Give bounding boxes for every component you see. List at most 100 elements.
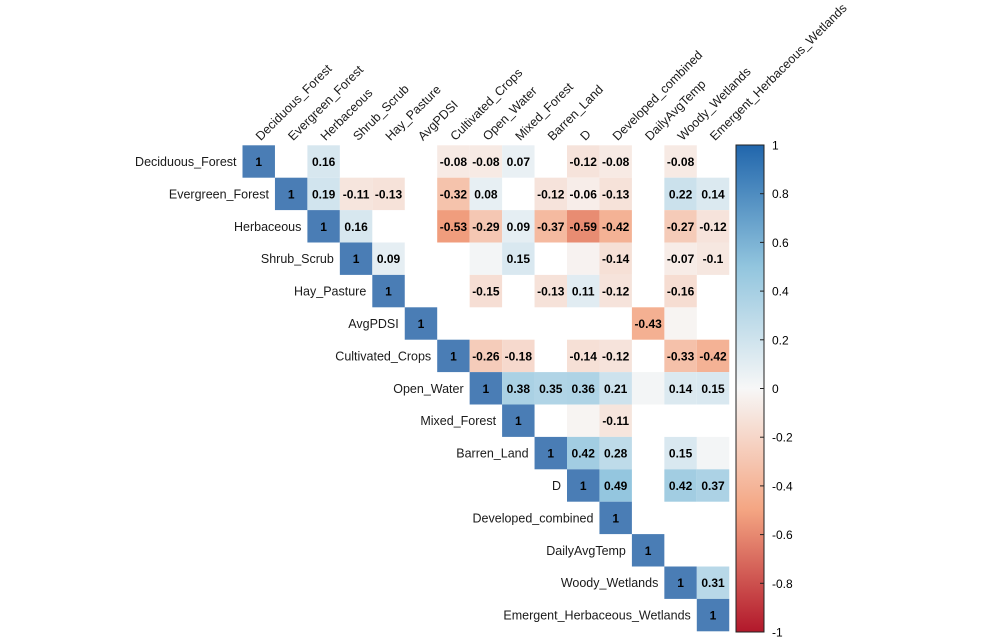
cell-value-label: -0.12 bbox=[537, 187, 565, 201]
heatmap-cell bbox=[502, 404, 535, 437]
cell-value-label: 1 bbox=[580, 479, 587, 493]
row-label: D bbox=[552, 479, 561, 493]
cell-value-label: -0.12 bbox=[570, 155, 598, 169]
heatmap-cell bbox=[469, 177, 503, 211]
cell-value-label: 0.36 bbox=[572, 382, 596, 396]
colorbar-tick-label: -0.6 bbox=[772, 528, 793, 542]
heatmap-cell bbox=[696, 598, 730, 632]
heatmap-cell bbox=[664, 566, 697, 599]
heatmap-cell bbox=[599, 469, 632, 502]
colorbar-tick-label: 0.2 bbox=[772, 333, 789, 347]
cell-value-label: 0.49 bbox=[604, 479, 628, 493]
heatmap-cell bbox=[664, 274, 697, 308]
cell-value-label: 0.37 bbox=[701, 479, 725, 493]
heatmap-cell bbox=[437, 177, 470, 211]
cell-value-label: -0.29 bbox=[472, 220, 500, 234]
heatmap-cell bbox=[567, 339, 600, 373]
heatmap-cell bbox=[599, 242, 632, 275]
row-label: Hay_Pasture bbox=[294, 285, 366, 299]
row-label: Evergreen_Forest bbox=[169, 187, 270, 201]
heatmap-cell bbox=[631, 307, 665, 340]
heatmap-values: 1 0.16 -0.08 -0.08 0.07 -0.12 -0.08 -0.081 0.19-… bbox=[255, 155, 727, 623]
row-label: Open_Water bbox=[393, 382, 463, 396]
heatmap-cell bbox=[696, 177, 730, 211]
heatmap-cell bbox=[372, 177, 405, 211]
heatmap-cell bbox=[567, 274, 600, 308]
cell-value-label: 0.15 bbox=[701, 382, 725, 396]
heatmap-cell bbox=[339, 177, 373, 211]
cell-value-label: 1 bbox=[612, 511, 619, 525]
colorbar-tick-label: 0.8 bbox=[772, 187, 789, 201]
cell-value-label: 0.16 bbox=[344, 220, 368, 234]
cell-value-label: -0.12 bbox=[602, 285, 630, 299]
heatmap-cell bbox=[696, 566, 730, 599]
heatmap-cell bbox=[664, 210, 697, 243]
cell-value-label: 0.07 bbox=[507, 155, 531, 169]
heatmap-cell bbox=[599, 436, 632, 470]
heatmap-cell bbox=[502, 242, 535, 275]
cell-value-label: 0.42 bbox=[572, 447, 596, 461]
cell-value-label: 0.16 bbox=[312, 155, 336, 169]
cell-value-label: -0.07 bbox=[667, 252, 695, 266]
colorbar: 1 0.8 0.6 0.4 0.2 0 -0.2 -0.4 -0.6 -0.8 -1 bbox=[735, 139, 793, 640]
cell-value-label: -0.11 bbox=[602, 414, 629, 428]
colorbar-tick-label: 0.4 bbox=[772, 285, 789, 299]
heatmap-cell bbox=[339, 210, 373, 243]
row-labels: Deciduous_Forest Evergreen_Forest Herbaceo… bbox=[135, 155, 691, 623]
heatmap-cell bbox=[599, 177, 632, 211]
heatmap-cell bbox=[664, 242, 697, 275]
cell-value-label: -0.14 bbox=[602, 252, 630, 266]
heatmap-cell bbox=[567, 372, 600, 405]
colorbar-tick-label: -1 bbox=[772, 626, 783, 640]
row-label: Shrub_Scrub bbox=[261, 252, 334, 266]
cell-value-label: 0.09 bbox=[377, 252, 401, 266]
heatmap-cell bbox=[502, 210, 535, 243]
cell-value-label: -0.32 bbox=[440, 187, 468, 201]
heatmap-cell bbox=[469, 339, 503, 373]
heatmap-cell bbox=[469, 210, 503, 243]
cell-value-label: 1 bbox=[710, 609, 717, 623]
row-label: Barren_Land bbox=[456, 447, 528, 461]
row-label: Developed_combined bbox=[473, 511, 594, 525]
cell-value-label: -0.18 bbox=[505, 349, 533, 363]
cell-value-label: -0.37 bbox=[537, 220, 565, 234]
cell-value-label: -0.42 bbox=[699, 349, 727, 363]
heatmap-cell bbox=[469, 242, 503, 275]
cell-value-label: 1 bbox=[515, 414, 522, 428]
heatmap-cell bbox=[274, 177, 308, 211]
heatmap-cells bbox=[242, 145, 730, 632]
heatmap-cell bbox=[437, 339, 470, 373]
row-label: Mixed_Forest bbox=[420, 414, 496, 428]
colorbar-tick-label: -0.2 bbox=[772, 431, 793, 445]
cell-value-label: -0.08 bbox=[440, 155, 468, 169]
cell-value-label: 0.19 bbox=[312, 187, 336, 201]
heatmap-cell bbox=[567, 177, 600, 211]
heatmap-cell bbox=[599, 501, 632, 535]
cell-value-label: -0.11 bbox=[343, 187, 370, 201]
cell-value-label: 0.38 bbox=[507, 382, 531, 396]
heatmap-cell bbox=[599, 404, 632, 437]
cell-value-label: -0.14 bbox=[570, 349, 598, 363]
heatmap-cell bbox=[696, 372, 730, 405]
heatmap-cell bbox=[664, 145, 697, 178]
heatmap-cell bbox=[242, 145, 275, 178]
cell-value-label: -0.27 bbox=[667, 220, 695, 234]
heatmap-cell bbox=[469, 145, 503, 178]
heatmap-cell bbox=[664, 469, 697, 502]
heatmap-cell bbox=[567, 469, 600, 502]
heatmap-cell bbox=[567, 145, 600, 178]
cell-value-label: 0.15 bbox=[507, 252, 531, 266]
row-label: AvgPDSI bbox=[348, 317, 399, 331]
cell-value-label: -0.33 bbox=[667, 349, 695, 363]
cell-value-label: -0.26 bbox=[472, 349, 500, 363]
cell-value-label: 1 bbox=[483, 382, 490, 396]
cell-value-label: -0.15 bbox=[472, 285, 500, 299]
heatmap-cell bbox=[469, 274, 503, 308]
cell-value-label: 1 bbox=[320, 220, 327, 234]
row-label: Deciduous_Forest bbox=[135, 155, 237, 169]
colorbar-gradient bbox=[735, 144, 765, 633]
cell-value-label: -0.08 bbox=[602, 155, 630, 169]
heatmap-cell bbox=[534, 372, 567, 405]
heatmap-cell bbox=[534, 274, 567, 308]
